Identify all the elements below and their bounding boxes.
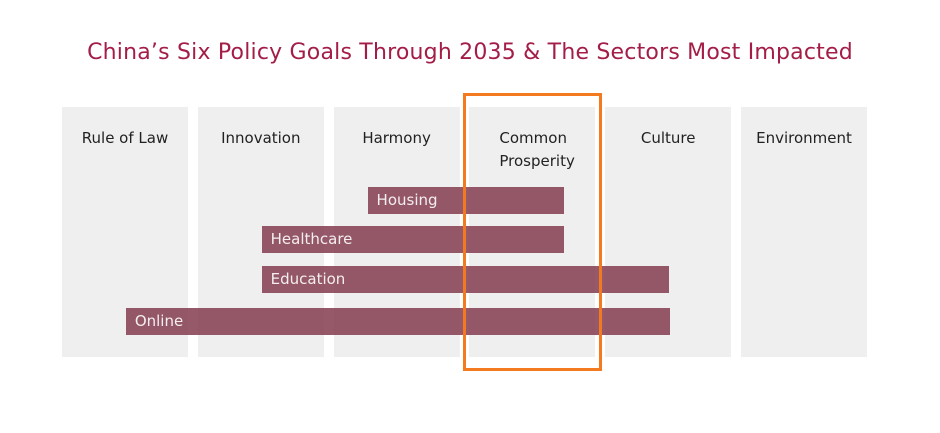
sector-bar-online: Online [125,308,671,335]
sector-bar-healthcare: Healthcare [261,226,565,253]
common-prosperity-highlight-box [463,93,602,371]
policy-goal-label: Rule of Law [81,129,169,147]
policy-goal-label: Harmony [362,129,431,147]
policy-goal-label: Culture [640,129,696,147]
sector-bar-housing: Housing [367,187,565,214]
policy-goal-column: Rule of Law [62,107,188,357]
chart-title: China’s Six Policy Goals Through 2035 & … [87,40,853,65]
policy-goal-column: Environment [741,107,867,357]
policy-goal-label: Environment [756,129,852,147]
policy-goal-label: Innovation [221,129,301,147]
policy-goal-label: Common Prosperity [499,129,575,170]
